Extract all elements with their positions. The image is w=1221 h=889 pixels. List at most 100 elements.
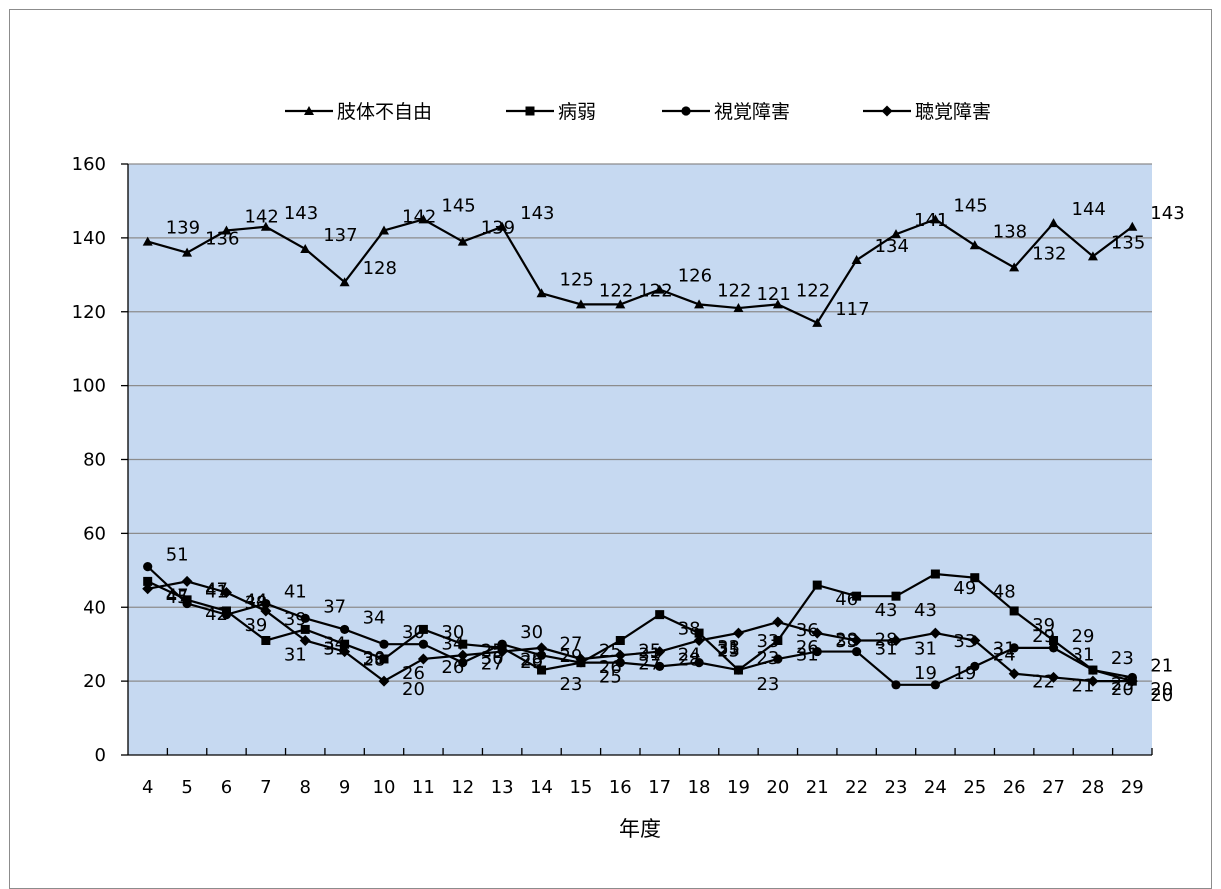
- data-label: 30: [481, 648, 504, 669]
- legend-label: 肢体不自由: [337, 101, 432, 123]
- data-point-marker: [1048, 218, 1059, 228]
- data-point-marker: [497, 221, 508, 231]
- y-tick-label: 140: [72, 228, 106, 249]
- x-tick-labels: 4 5 6 7 8 9 10 11 12 13 14 15 16 17 18 19 20 21 22 23 24 25 26…: [142, 777, 1144, 798]
- data-label: 36: [796, 620, 819, 641]
- axes: [121, 163, 1153, 756]
- data-point-marker: [260, 221, 271, 231]
- y-tick-label: 80: [83, 450, 106, 471]
- data-label: 23: [560, 674, 583, 695]
- x-axis-title: 年度: [619, 817, 661, 841]
- data-label: 122: [638, 280, 672, 301]
- data-point-marker: [340, 624, 350, 635]
- x-tick-label: 10: [373, 777, 396, 798]
- data-label: 31: [875, 638, 898, 659]
- data-label: 30: [520, 622, 543, 643]
- data-point-marker: [575, 299, 586, 309]
- data-point-marker: [182, 247, 193, 257]
- series-line: [147, 580, 1133, 683]
- data-label: 134: [875, 236, 909, 257]
- x-tick-label: 22: [845, 777, 868, 798]
- data-point-marker: [496, 646, 508, 658]
- x-tick-label: 27: [1042, 777, 1065, 798]
- x-tick-label: 26: [1003, 777, 1026, 798]
- data-point-marker: [220, 586, 232, 598]
- data-label: 42: [205, 604, 228, 625]
- data-point-marker: [457, 649, 469, 661]
- data-label: 30: [402, 622, 425, 643]
- data-point-marker: [575, 653, 587, 665]
- data-label: 25: [717, 641, 740, 662]
- data-label: 28: [520, 650, 543, 671]
- data-label: 139: [166, 218, 200, 239]
- data-point-marker: [969, 634, 981, 646]
- data-label: 33: [953, 631, 976, 652]
- x-tick-label: 25: [963, 777, 986, 798]
- data-label: 23: [1111, 674, 1134, 695]
- data-label: 26: [402, 663, 425, 684]
- data-label: 117: [835, 299, 869, 320]
- data-point-marker: [418, 639, 428, 649]
- data-point-marker: [890, 634, 902, 646]
- data-point-marker: [852, 646, 862, 657]
- data-point-marker: [773, 654, 783, 664]
- data-point-marker: [930, 680, 940, 690]
- series-line: [147, 218, 1133, 325]
- data-point-marker: [497, 639, 507, 649]
- data-label: 122: [717, 280, 751, 301]
- data-point-marker: [655, 610, 665, 620]
- data-label: 28: [835, 630, 858, 651]
- data-point-marker: [1048, 671, 1060, 683]
- x-tick-label: 6: [221, 777, 232, 798]
- data-label: 29: [1072, 626, 1095, 647]
- data-label: 141: [914, 210, 948, 231]
- data-label: 25: [481, 641, 504, 662]
- data-label: 23: [1111, 648, 1134, 669]
- data-label: 33: [756, 631, 779, 652]
- data-point-marker: [615, 658, 625, 668]
- data-point-marker: [969, 240, 980, 250]
- data-label: 46: [835, 589, 858, 610]
- data-point-marker: [142, 583, 154, 595]
- data-label: 26: [599, 657, 622, 678]
- data-label: 21: [1150, 655, 1173, 676]
- data-label: 31: [993, 638, 1016, 659]
- data-label: 22: [1032, 672, 1055, 693]
- data-label: 27: [638, 653, 661, 674]
- series-4: [142, 575, 1138, 687]
- data-point-marker: [1049, 635, 1059, 645]
- legend-item: 肢体不自由: [285, 101, 432, 123]
- data-label: 29: [520, 652, 543, 673]
- legend: 肢体不自由 病弱 視覚障害 聴覚障害: [285, 101, 991, 123]
- data-point-marker: [732, 627, 744, 639]
- data-point-marker: [143, 562, 153, 572]
- data-label: 21: [1072, 675, 1095, 696]
- data-point-marker: [694, 658, 704, 668]
- data-point-marker: [536, 288, 547, 298]
- data-point-marker: [772, 299, 783, 309]
- data-label: 28: [363, 650, 386, 671]
- data-label: 132: [1032, 243, 1066, 264]
- data-label: 31: [914, 638, 937, 659]
- data-point-marker: [300, 624, 310, 634]
- data-label: 19: [953, 663, 976, 684]
- data-label: 34: [323, 633, 346, 654]
- x-tick-label: 28: [1081, 777, 1104, 798]
- data-point-marker: [851, 255, 862, 265]
- legend-label: 視覚障害: [714, 101, 790, 123]
- legend-marker: [681, 106, 691, 116]
- series-1: [142, 214, 1138, 327]
- data-point-marker: [694, 628, 704, 638]
- data-label: 128: [363, 258, 397, 279]
- data-point-marker: [929, 627, 941, 639]
- data-label: 20: [1111, 679, 1134, 700]
- legend-item: 聴覚障害: [863, 101, 991, 123]
- data-point-marker: [1126, 675, 1138, 687]
- legend-marker: [881, 105, 893, 117]
- data-point-marker: [615, 635, 625, 645]
- data-label: 29: [1032, 626, 1055, 647]
- data-point-marker: [378, 675, 390, 687]
- data-point-marker: [1048, 643, 1059, 653]
- data-point-marker: [1009, 606, 1019, 616]
- data-point-marker: [1009, 262, 1020, 272]
